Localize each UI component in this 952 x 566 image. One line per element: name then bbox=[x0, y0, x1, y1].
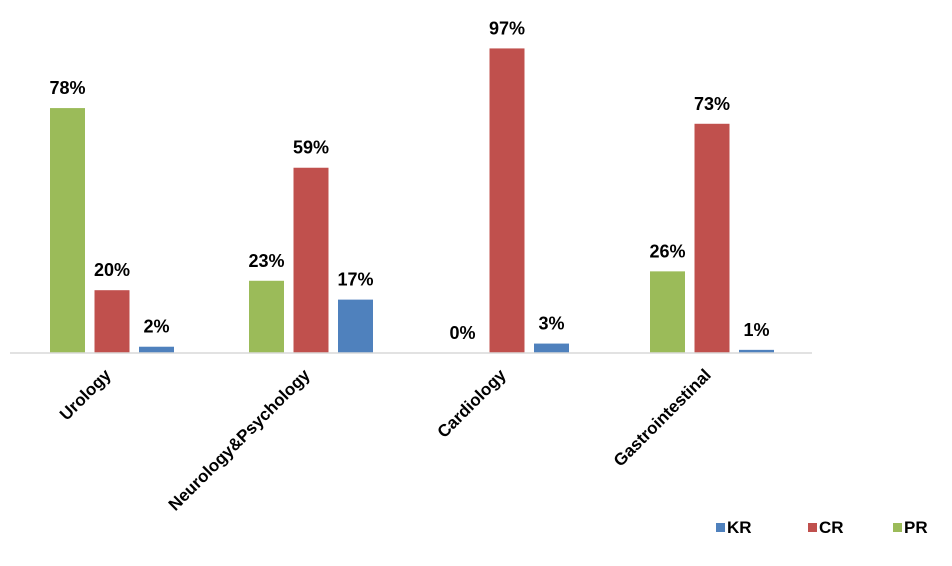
data-label-pr-neurology-psychology: 23% bbox=[248, 251, 284, 271]
data-label-cr-neurology-psychology: 59% bbox=[293, 138, 329, 158]
data-label-cr-cardiology: 97% bbox=[489, 18, 525, 38]
bar-kr-urology bbox=[139, 346, 174, 353]
x-tick-label-urology: Urology bbox=[56, 365, 115, 424]
data-labels-group: 78% 20% 2% 23% 59% 17% 0% 97% 3% 26% 73% 1% bbox=[49, 18, 769, 343]
data-label-kr-neurology-psychology: 17% bbox=[337, 270, 373, 290]
legend-swatch-cr bbox=[808, 523, 817, 532]
bar-pr-gastrointestinal bbox=[650, 271, 685, 353]
data-label-kr-cardiology: 3% bbox=[538, 314, 564, 334]
x-tick-labels-group: Urology Neurology&Psychology Cardiology Gas… bbox=[56, 365, 715, 514]
legend: KR CR PR bbox=[716, 518, 928, 537]
legend-label-cr: CR bbox=[819, 518, 844, 537]
bar-cr-gastrointestinal bbox=[694, 123, 730, 353]
data-label-cr-urology: 20% bbox=[94, 260, 130, 280]
data-label-pr-cardiology: 0% bbox=[449, 323, 475, 343]
data-label-kr-urology: 2% bbox=[143, 317, 169, 337]
bar-cr-neurology-psychology bbox=[293, 167, 329, 353]
data-label-kr-gastrointestinal: 1% bbox=[743, 320, 769, 340]
legend-swatch-kr bbox=[716, 523, 725, 532]
x-tick-label-neurology-psychology: Neurology&Psychology bbox=[165, 365, 314, 514]
legend-swatch-pr bbox=[893, 523, 902, 532]
data-label-pr-urology: 78% bbox=[49, 78, 85, 98]
legend-label-kr: KR bbox=[727, 518, 752, 537]
bar-pr-urology bbox=[50, 108, 85, 353]
data-label-cr-gastrointestinal: 73% bbox=[694, 94, 730, 114]
bar-kr-cardiology bbox=[534, 343, 569, 353]
bars-group bbox=[50, 48, 774, 354]
bar-cr-urology bbox=[94, 290, 130, 353]
bar-kr-gastrointestinal bbox=[739, 349, 774, 353]
bar-cr-cardiology bbox=[489, 48, 525, 354]
x-tick-label-cardiology: Cardiology bbox=[434, 365, 511, 442]
data-label-pr-gastrointestinal: 26% bbox=[649, 241, 685, 261]
bar-kr-neurology-psychology bbox=[338, 299, 373, 353]
bar-pr-neurology-psychology bbox=[249, 280, 284, 353]
x-tick-label-gastrointestinal: Gastrointestinal bbox=[610, 365, 715, 470]
legend-label-pr: PR bbox=[904, 518, 928, 537]
